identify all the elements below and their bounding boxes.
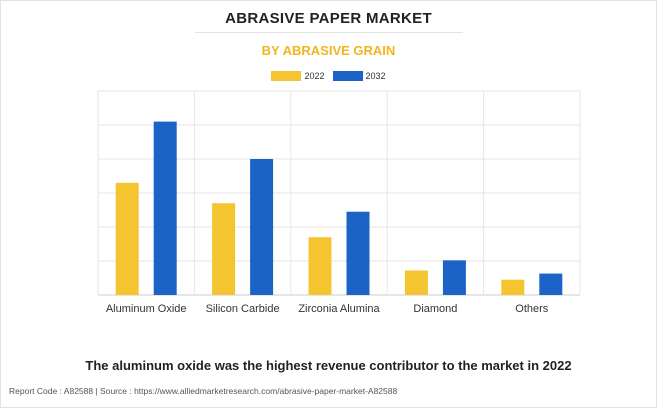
grid-layer (97, 90, 581, 296)
legend-label-2022: 2022 (304, 71, 325, 81)
title-divider (195, 32, 463, 33)
legend-swatch-2022 (271, 71, 302, 81)
legend-swatch-2032 (332, 71, 363, 81)
bar-2032-silicon-carbide (250, 159, 274, 295)
legend-item-2022: 2022 (271, 71, 325, 81)
bar-layer (115, 121, 563, 295)
report-footer: Report Code : A82588 | Source : https://… (9, 386, 398, 396)
bar-2022-diamond (404, 270, 428, 295)
x-tick-label: Others (515, 303, 549, 315)
legend-label-2032: 2032 (365, 71, 386, 81)
bar-2022-aluminum-oxide (115, 182, 139, 295)
legend: 2022 2032 (0, 71, 657, 81)
chart-subtitle: BY ABRASIVE GRAIN (261, 43, 396, 58)
bar-2022-silicon-carbide (212, 203, 236, 295)
bar-2032-zirconia-alumina (346, 211, 370, 295)
legend-item-2032: 2032 (332, 71, 386, 81)
x-tick-label: Diamond (413, 303, 457, 315)
bar-2032-others (539, 273, 563, 295)
x-tick-label: Zirconia Alumina (298, 303, 380, 315)
chart-caption: The aluminum oxide was the highest reven… (85, 358, 572, 373)
x-tick-label: Aluminum Oxide (106, 303, 187, 315)
bar-2032-aluminum-oxide (153, 121, 177, 295)
bar-2032-diamond (442, 260, 466, 295)
chart-title: ABRASIVE PAPER MARKET (225, 10, 432, 27)
bar-2022-others (501, 279, 525, 295)
category-label-layer: Aluminum Oxide Silicon Carbide Zirconia Al… (106, 303, 549, 315)
bar-2022-zirconia-alumina (308, 237, 332, 295)
x-tick-label: Silicon Carbide (206, 303, 280, 315)
